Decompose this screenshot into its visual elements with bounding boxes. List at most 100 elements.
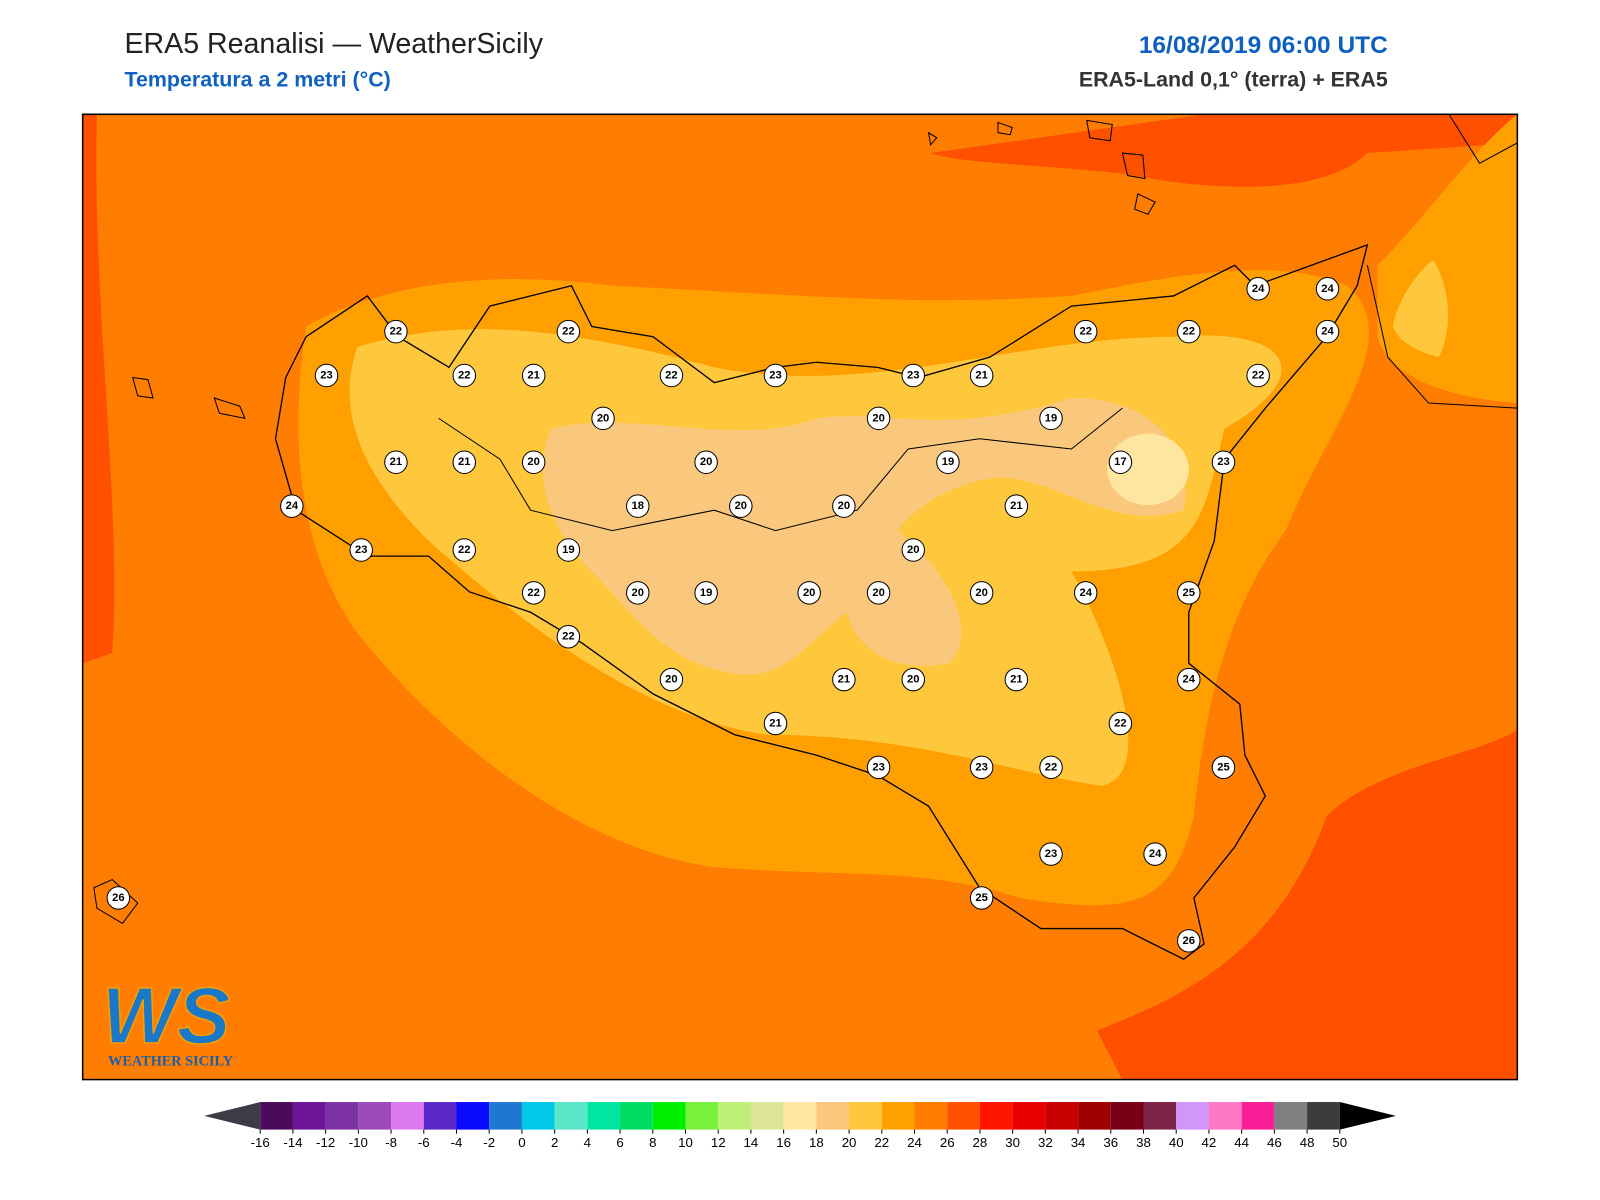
station-label: 24 — [1079, 587, 1092, 599]
colorbar-swatch — [685, 1102, 719, 1130]
station-label: 22 — [562, 326, 574, 338]
station-label: 22 — [1079, 326, 1091, 338]
station: 24 — [1315, 277, 1340, 301]
station: 21 — [384, 450, 408, 474]
station-label: 21 — [458, 456, 470, 468]
station-marker — [1211, 450, 1236, 474]
station: 24 — [1073, 581, 1098, 605]
colorbar-swatch — [914, 1102, 948, 1130]
station-marker — [1177, 581, 1201, 605]
station-marker — [1177, 667, 1201, 692]
colorbar-tick-label: 40 — [1169, 1135, 1184, 1150]
station-label: 20 — [597, 412, 609, 424]
colorbar-tick-label: 18 — [809, 1135, 824, 1150]
station-label: 17 — [1114, 456, 1126, 468]
station: 20 — [659, 667, 684, 692]
station-marker — [384, 319, 408, 344]
title: ERA5 Reanalisi — WeatherSicily — [124, 28, 543, 60]
station-marker — [280, 494, 304, 518]
station-marker — [866, 406, 891, 431]
colorbar-tick-label: -2 — [483, 1135, 495, 1150]
logo-name: WEATHER SICILY — [108, 1053, 234, 1069]
station-marker — [936, 450, 960, 474]
colorbar-tick-label: 30 — [1005, 1135, 1020, 1150]
colorbar-swatch — [325, 1102, 359, 1130]
station: 21 — [1004, 494, 1029, 518]
station: 19 — [556, 538, 581, 562]
station-label: 24 — [1183, 674, 1196, 686]
station: 24 — [1177, 667, 1201, 692]
station-label: 21 — [975, 370, 987, 382]
station: 19 — [1039, 406, 1063, 431]
station-label: 19 — [562, 544, 574, 556]
colorbar-tick-label: 32 — [1038, 1135, 1053, 1150]
station-label: 24 — [1252, 283, 1265, 295]
station-marker — [1246, 277, 1270, 301]
colorbar-tick-label: 2 — [551, 1135, 558, 1150]
station-label: 23 — [907, 370, 919, 382]
station: 21 — [969, 363, 994, 388]
colorbar: -16 -14 -12 -10 -8 -6 -4 -2 0 2 4 6 8 10 12 14 16 18 20 22 2… — [204, 1102, 1396, 1150]
station-marker — [106, 886, 131, 910]
station: 22 — [521, 581, 546, 605]
station: 20 — [901, 538, 925, 562]
station: 23 — [1211, 450, 1236, 474]
colorbar-tick-label: 14 — [744, 1135, 759, 1150]
station-label: 20 — [907, 544, 919, 556]
colorbar-tick-label: 4 — [584, 1135, 591, 1150]
colorbar-tick-label: 0 — [518, 1135, 525, 1150]
colorbar-swatch — [718, 1102, 751, 1130]
station: 22 — [1177, 319, 1201, 344]
colorbar-tick-label: 34 — [1071, 1135, 1086, 1150]
colorbar-swatch — [783, 1102, 817, 1130]
station-marker — [1177, 929, 1201, 953]
station-marker — [901, 363, 925, 388]
station: 24 — [1143, 842, 1167, 866]
subtitle: Temperatura a 2 metri (°C) — [124, 68, 390, 92]
colorbar-swatch — [391, 1102, 424, 1130]
station-label: 26 — [112, 892, 124, 904]
station: 22 — [1246, 363, 1270, 388]
station-marker — [797, 581, 821, 605]
station: 22 — [452, 363, 477, 388]
colorbar-swatch — [750, 1102, 784, 1130]
station: 21 — [763, 711, 788, 736]
station-marker — [556, 538, 581, 562]
station-label: 21 — [527, 370, 539, 382]
station-label: 24 — [286, 500, 299, 512]
station-label: 20 — [700, 456, 712, 468]
colorbar-swatch — [1176, 1102, 1209, 1130]
station-marker — [694, 450, 718, 474]
colorbar-tick-label: -4 — [451, 1135, 463, 1150]
colorbar-tick-label: -10 — [349, 1135, 368, 1150]
station-label: 23 — [355, 544, 367, 556]
colorbar-tick-label: -12 — [316, 1135, 335, 1150]
station-marker — [694, 581, 718, 605]
colorbar-tick-label: 8 — [649, 1135, 656, 1150]
station-marker — [556, 319, 581, 344]
station-marker — [452, 538, 477, 562]
station: 22 — [1073, 319, 1098, 344]
station-marker — [1039, 755, 1063, 780]
station-label: 20 — [527, 456, 539, 468]
station-label: 20 — [872, 587, 884, 599]
colorbar-tick-label: -16 — [251, 1135, 270, 1150]
colorbar-swatch — [423, 1102, 457, 1130]
colorbar-tick-label: 10 — [678, 1135, 693, 1150]
station: 20 — [797, 581, 821, 605]
colorbar-tick-label: 36 — [1103, 1135, 1118, 1150]
station-marker — [866, 581, 891, 605]
station-label: 20 — [872, 412, 884, 424]
station-marker — [832, 494, 856, 518]
station: 20 — [591, 406, 615, 431]
station-label: 24 — [1321, 326, 1334, 338]
colorbar-tick-label: 20 — [842, 1135, 857, 1150]
colorbar-swatch — [358, 1102, 392, 1130]
station: 24 — [1246, 277, 1270, 301]
station-marker — [969, 886, 994, 910]
station-marker — [1315, 319, 1340, 344]
station-marker — [1177, 319, 1201, 344]
station-label: 22 — [562, 631, 574, 643]
colorbar-swatch — [849, 1102, 882, 1130]
